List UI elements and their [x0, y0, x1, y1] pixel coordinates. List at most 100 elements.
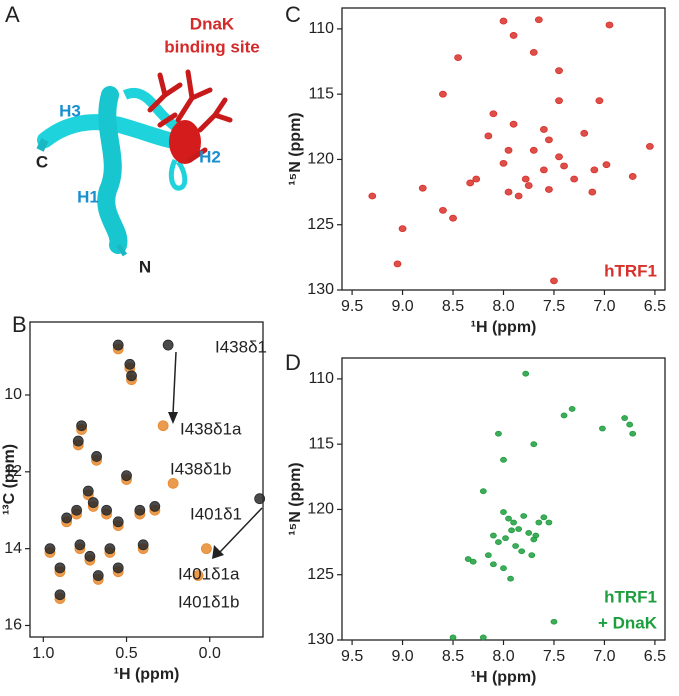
peak — [535, 519, 543, 526]
peak — [520, 513, 528, 519]
x-tick-label: 6.5 — [644, 648, 666, 665]
structure-label: DnaK — [190, 14, 235, 33]
peak — [126, 370, 137, 382]
arrows — [168, 351, 263, 559]
peak — [495, 539, 502, 545]
peak — [76, 420, 87, 432]
peak — [449, 634, 457, 641]
peak — [645, 142, 654, 150]
peak — [590, 166, 599, 174]
panel-letter: A — [5, 2, 20, 27]
peak — [201, 543, 212, 555]
peak — [82, 485, 94, 497]
peak — [521, 175, 530, 183]
peak — [466, 179, 475, 187]
x-tick-label: 9.0 — [391, 298, 413, 315]
peak — [545, 519, 553, 526]
annotation: I401δ1b — [178, 592, 239, 611]
y-tick-label: 115 — [308, 435, 334, 452]
x-tick-label: 9.0 — [391, 648, 413, 665]
panel-letter: B — [12, 312, 27, 337]
peak — [500, 456, 507, 463]
annotation: I401δ1 — [190, 504, 242, 523]
peak — [54, 589, 66, 601]
plot-frame — [341, 7, 666, 291]
structure-label: binding site — [164, 37, 259, 56]
x-tick-label: 8.5 — [442, 648, 464, 665]
peak — [510, 519, 517, 526]
y-tick-label: 16 — [4, 617, 22, 634]
peak — [540, 514, 548, 521]
peak — [61, 512, 73, 524]
peak — [149, 500, 161, 512]
peak — [504, 188, 513, 196]
peak — [162, 339, 174, 351]
y-tick-label: 120 — [307, 151, 334, 168]
peak — [254, 493, 266, 505]
x-tick-label: 7.0 — [593, 648, 615, 665]
peak — [134, 504, 146, 516]
y-tick-label: 110 — [308, 370, 334, 387]
peak — [192, 570, 204, 581]
peak — [87, 497, 99, 508]
annotation: I401δ1a — [178, 564, 240, 583]
peak — [570, 175, 579, 183]
annotation: I438δ1 — [215, 337, 267, 356]
peak — [522, 370, 530, 377]
peak — [84, 550, 96, 562]
x-tick-label: 0.5 — [115, 645, 137, 662]
x-axis-label: ¹H (ppm) — [114, 666, 180, 683]
peak — [512, 543, 520, 549]
protein-structure — [36, 69, 233, 257]
peak — [550, 277, 558, 285]
peak — [469, 558, 477, 565]
peak — [368, 192, 377, 200]
peak — [515, 526, 523, 532]
peak — [454, 54, 462, 62]
structure-label: H3 — [59, 101, 81, 120]
peak — [545, 186, 553, 193]
peak — [489, 110, 498, 118]
peak — [525, 530, 533, 536]
peak — [112, 339, 124, 351]
x-tick-label: 8.0 — [492, 648, 514, 665]
peak — [530, 441, 538, 448]
peak — [534, 16, 543, 24]
peak — [628, 173, 637, 180]
peak — [44, 543, 56, 555]
x-tick-label: 8.0 — [492, 298, 514, 315]
x-tick-label: 1.0 — [32, 645, 54, 662]
peak — [398, 225, 407, 233]
y-tick-label: 130 — [307, 281, 334, 298]
plot-frame — [29, 321, 264, 638]
x-tick-label: 7.5 — [543, 298, 565, 315]
peak — [418, 184, 427, 192]
peak — [439, 206, 447, 214]
peak — [71, 504, 82, 516]
y-tick-label: 125 — [307, 216, 334, 233]
y-tick-label: 14 — [4, 540, 22, 557]
peak — [54, 562, 66, 574]
peak — [532, 532, 540, 539]
peak — [550, 618, 558, 625]
peak — [500, 509, 507, 515]
peak — [112, 562, 124, 574]
peak — [101, 504, 112, 516]
structure-label: N — [139, 257, 151, 276]
x-tick-label: 7.0 — [593, 298, 615, 315]
peak — [449, 214, 457, 222]
panel-letter: D — [285, 350, 301, 375]
y-tick-label: 12 — [4, 463, 22, 480]
peak — [505, 515, 512, 522]
structure-label: H2 — [199, 147, 221, 166]
x-tick-label: 9.5 — [341, 648, 363, 665]
peak — [524, 182, 533, 189]
x-axis-label: ¹H (ppm) — [471, 669, 537, 686]
structure-label: H1 — [77, 187, 99, 206]
x-tick-label: 9.5 — [341, 298, 363, 315]
peak — [439, 90, 447, 98]
annotation: I438δ1a — [180, 419, 242, 438]
peak — [74, 539, 86, 551]
peak — [499, 159, 508, 167]
